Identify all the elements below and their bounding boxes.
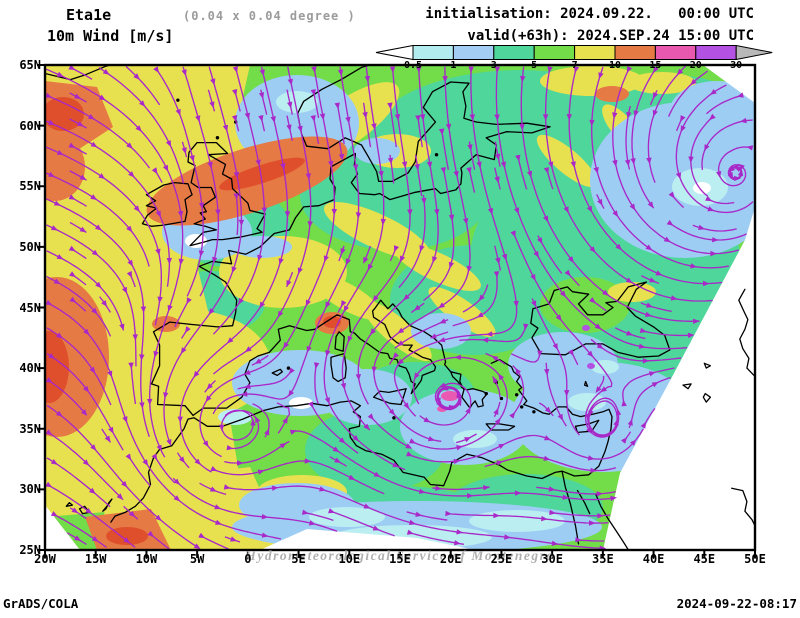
colorbar-label: 7	[571, 60, 578, 71]
lon-label: 15E	[389, 552, 411, 566]
lat-label: 25N	[19, 543, 41, 557]
wind-speed-colorbar	[375, 44, 773, 61]
lon-label: 50E	[744, 552, 766, 566]
colorbar-label: 5	[531, 60, 538, 71]
colorbar-label: 0.5	[403, 60, 423, 71]
colorbar-label: 10	[608, 60, 622, 71]
lat-label: 50N	[19, 239, 41, 254]
lon-label: 15W	[84, 552, 107, 566]
lon-label: 25E	[490, 552, 513, 566]
model-name: Eta1e	[66, 6, 112, 24]
lat-label: 60N	[19, 118, 41, 133]
colorbar-label: 3	[490, 60, 497, 71]
lon-label: 20W	[34, 552, 56, 566]
watermark: Hydrometeorological Service of Montenegr…	[245, 548, 555, 563]
wind-streamline-map	[37, 63, 757, 558]
lat-label: 40N	[19, 361, 41, 376]
lon-label: 5E	[291, 552, 306, 566]
lon-label: 10W	[135, 552, 158, 566]
colorbar-label: 30	[730, 60, 743, 71]
colorbar-label: 15	[649, 60, 662, 71]
variable-title: 10m Wind [m/s]	[47, 27, 174, 45]
grads-credit: GrADS/COLA	[3, 596, 79, 611]
creation-timestamp: 2024-09-22-08:17	[676, 596, 797, 611]
colorbar-label: 1	[450, 60, 457, 71]
colorbar-label: 20	[689, 60, 702, 71]
lon-label: 20E	[439, 552, 462, 566]
lon-label: 10E	[338, 552, 361, 566]
lat-label: 30N	[19, 482, 41, 497]
lon-label: 30E	[541, 552, 563, 566]
grid-resolution: (0.04 x 0.04 degree )	[183, 9, 356, 23]
valid-time: valid(+63h): 2024.SEP.24 15:00 UTC	[467, 28, 754, 44]
lon-label: 5W	[189, 552, 205, 566]
lat-label: 55N	[19, 179, 41, 194]
lon-label: 45E	[693, 552, 716, 566]
lon-label: 35E	[592, 552, 614, 566]
lon-label: 0	[244, 552, 252, 566]
lat-label: 35N	[19, 421, 41, 436]
lat-label: 45N	[19, 300, 41, 315]
lat-label: 65N	[19, 58, 41, 72]
initialisation-time: initialisation: 2024.09.22. 00:00 UTC	[425, 6, 754, 22]
lon-label: 40E	[642, 552, 665, 566]
